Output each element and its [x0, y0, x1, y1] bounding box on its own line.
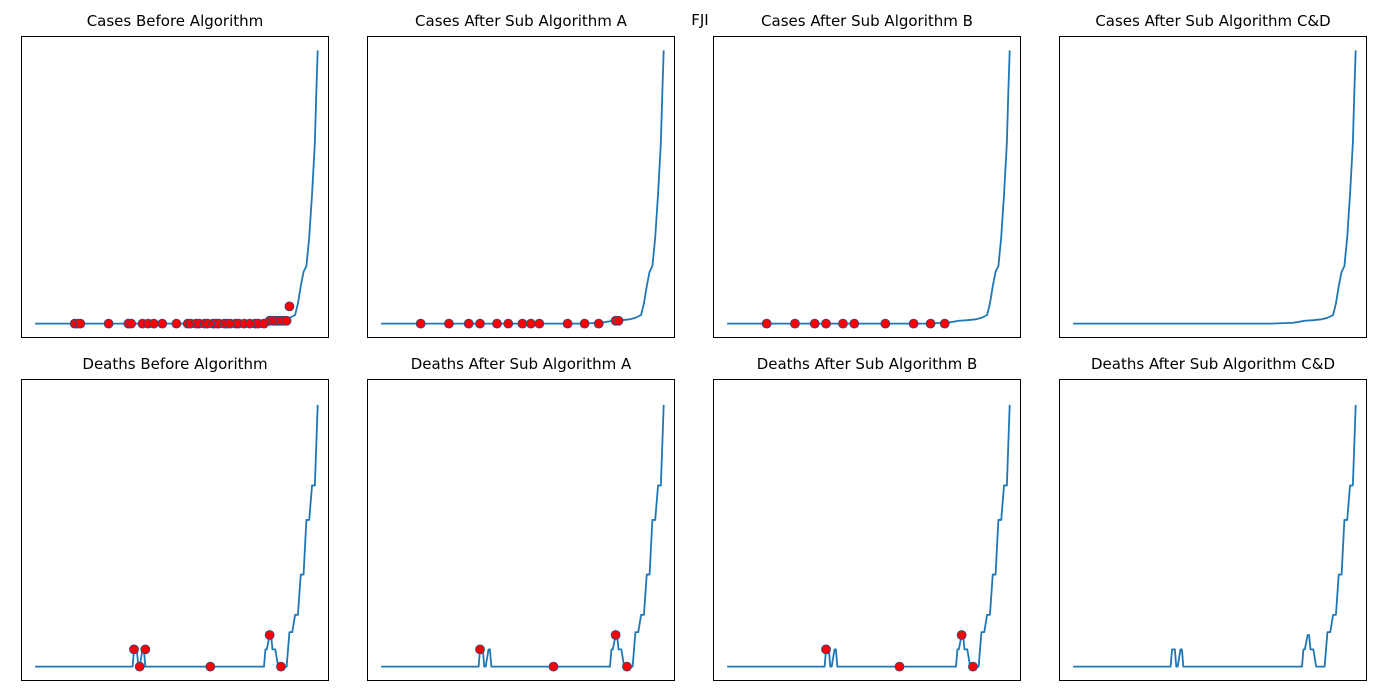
outlier-point — [880, 318, 891, 329]
outlier-point — [281, 315, 292, 326]
outlier-point — [821, 644, 831, 655]
outlier-point — [925, 318, 936, 329]
outlier-point — [148, 318, 159, 329]
series-line — [35, 50, 319, 325]
chart-panel — [21, 379, 329, 681]
chart-panel — [1059, 36, 1367, 338]
panel-title: Deaths After Sub Algorithm B — [756, 355, 978, 373]
outlier-point — [821, 318, 831, 329]
outlier-point — [129, 644, 139, 655]
panel-title: Cases Before Algorithm — [86, 12, 264, 30]
plot-frame — [367, 379, 675, 681]
series-line — [727, 50, 1011, 325]
plot-frame — [21, 379, 329, 681]
plot-frame — [367, 36, 675, 338]
chart-panel — [367, 36, 675, 338]
outlier-point — [264, 630, 275, 640]
chart-panel — [367, 379, 675, 681]
plot-frame — [1059, 36, 1367, 338]
panel-title: Cases After Sub Algorithm C&D — [1095, 12, 1331, 30]
outlier-point — [503, 318, 514, 329]
outlier-point — [838, 318, 848, 329]
outlier-point — [894, 661, 905, 672]
outlier-point — [134, 661, 145, 672]
outlier-point — [939, 318, 950, 329]
plot-frame — [21, 36, 329, 338]
plot-frame — [1059, 379, 1367, 681]
outlier-point — [849, 318, 860, 329]
outlier-point — [103, 318, 114, 329]
outlier-point — [517, 318, 528, 329]
plot-frame — [713, 379, 1021, 681]
outlier-point — [956, 630, 967, 640]
outlier-point — [444, 318, 454, 329]
outlier-point — [415, 318, 426, 329]
figure-title: FJI — [691, 11, 709, 29]
chart-panel — [21, 36, 329, 338]
outlier-point — [548, 661, 559, 672]
outlier-point — [171, 318, 182, 329]
panel-title: Cases After Sub Algorithm A — [415, 12, 627, 30]
outlier-point — [284, 301, 295, 312]
outlier-point — [205, 661, 216, 672]
outlier-point — [475, 318, 485, 329]
panel-title: Cases After Sub Algorithm B — [761, 12, 973, 30]
series-line — [35, 404, 319, 668]
outlier-point — [276, 661, 286, 672]
outlier-point — [75, 318, 86, 329]
outlier-point — [579, 318, 590, 329]
outlier-point — [790, 318, 800, 329]
series-line — [1073, 50, 1357, 325]
outlier-point — [492, 318, 502, 329]
outlier-point — [140, 644, 151, 655]
chart-panel — [713, 379, 1021, 681]
outlier-point — [593, 318, 604, 329]
outlier-point — [809, 318, 820, 329]
chart-panel — [1059, 379, 1367, 681]
outlier-point — [613, 315, 624, 326]
series-line — [381, 404, 665, 668]
panel-title: Deaths After Sub Algorithm A — [410, 355, 632, 373]
chart-panel — [713, 36, 1021, 338]
series-line — [727, 404, 1011, 668]
plot-frame — [713, 36, 1021, 338]
outlier-point — [610, 630, 621, 640]
outlier-point — [475, 644, 485, 655]
outlier-point — [622, 661, 632, 672]
panel-title: Deaths Before Algorithm — [82, 355, 268, 373]
outlier-point — [157, 318, 168, 329]
series-line — [381, 50, 665, 325]
series-line — [1073, 404, 1357, 668]
outlier-point — [562, 318, 573, 329]
outlier-point — [525, 318, 536, 329]
outlier-point — [126, 318, 137, 329]
panel-title: Deaths After Sub Algorithm C&D — [1091, 355, 1335, 373]
outlier-point — [968, 661, 978, 672]
outlier-point — [534, 318, 545, 329]
outlier-point — [908, 318, 919, 329]
outlier-point — [463, 318, 474, 329]
outlier-point — [761, 318, 772, 329]
